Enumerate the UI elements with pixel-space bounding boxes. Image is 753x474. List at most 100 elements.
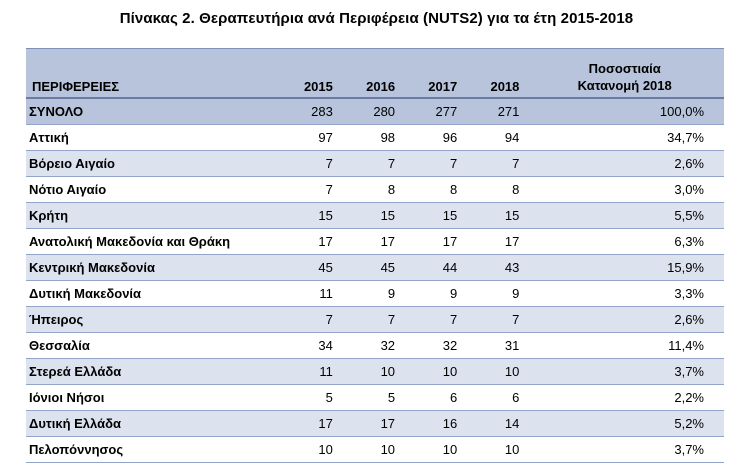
value-2018-cell: 14 — [463, 410, 526, 437]
region-cell: ΣΥΝΟΛΟ — [26, 98, 277, 125]
value-2018-cell: 43 — [463, 254, 526, 281]
percentage-cell: 2,6% — [525, 150, 724, 177]
value-2018-cell: 10 — [463, 358, 526, 385]
value-2017-cell: 10 — [401, 436, 464, 463]
table-row: Στερεά Ελλάδα 11 10 10 10 3,7% — [26, 358, 724, 385]
value-2016-cell: 32 — [338, 332, 402, 359]
value-2016-cell: 7 — [338, 150, 402, 177]
value-2015-cell: 5 — [276, 384, 339, 411]
header-percentage-line1: Ποσοστιαία — [588, 61, 661, 76]
percentage-cell: 5,5% — [525, 202, 724, 229]
percentage-cell: 100,0% — [525, 98, 724, 125]
value-2015-cell: 7 — [276, 150, 339, 177]
value-2018-cell: 17 — [463, 228, 526, 255]
table-row: Κρήτη 15 15 15 15 5,5% — [26, 202, 724, 229]
value-2015-cell: 97 — [276, 124, 339, 151]
value-2018-cell: 7 — [463, 150, 526, 177]
percentage-cell: 3,7% — [525, 358, 724, 385]
facilities-table: ΠΕΡΙΦΕΡΕΙΕΣ 2015 2016 2017 2018 Ποσοστια… — [26, 48, 724, 463]
value-2016-cell: 9 — [338, 280, 402, 307]
region-cell: Ιόνιοι Νήσοι — [26, 384, 277, 411]
percentage-cell: 15,9% — [525, 254, 724, 281]
value-2016-cell: 7 — [338, 306, 402, 333]
header-region: ΠΕΡΙΦΕΡΕΙΕΣ — [26, 48, 277, 99]
table-row: ΣΥΝΟΛΟ 283 280 277 271 100,0% — [26, 98, 724, 125]
value-2015-cell: 15 — [276, 202, 339, 229]
value-2015-cell: 7 — [276, 306, 339, 333]
value-2017-cell: 16 — [401, 410, 464, 437]
percentage-cell: 3,0% — [525, 176, 724, 203]
value-2016-cell: 10 — [338, 436, 402, 463]
table-row: Κεντρική Μακεδονία 45 45 44 43 15,9% — [26, 254, 724, 281]
value-2017-cell: 17 — [401, 228, 464, 255]
value-2017-cell: 96 — [401, 124, 464, 151]
value-2018-cell: 8 — [463, 176, 526, 203]
table-row: Θεσσαλία 34 32 32 31 11,4% — [26, 332, 724, 359]
value-2015-cell: 17 — [276, 228, 339, 255]
value-2017-cell: 277 — [401, 98, 464, 125]
value-2015-cell: 283 — [276, 98, 339, 125]
region-cell: Ανατολική Μακεδονία και Θράκη — [26, 228, 277, 255]
value-2017-cell: 7 — [401, 306, 464, 333]
table-row: Αττική 97 98 96 94 34,7% — [26, 124, 724, 151]
region-cell: Δυτική Μακεδονία — [26, 280, 277, 307]
value-2018-cell: 15 — [463, 202, 526, 229]
header-percentage-line2: Κατανομή 2018 — [577, 78, 672, 93]
region-cell: Πελοπόννησος — [26, 436, 277, 463]
value-2017-cell: 9 — [401, 280, 464, 307]
value-2016-cell: 17 — [338, 410, 402, 437]
percentage-cell: 3,3% — [525, 280, 724, 307]
percentage-cell: 34,7% — [525, 124, 724, 151]
header-percentage: Ποσοστιαία Κατανομή 2018 — [525, 48, 724, 99]
region-cell: Κεντρική Μακεδονία — [26, 254, 277, 281]
table-row: Βόρειο Αιγαίο 7 7 7 7 2,6% — [26, 150, 724, 177]
header-year-2018: 2018 — [463, 48, 526, 99]
value-2015-cell: 11 — [276, 280, 339, 307]
table-row: Ανατολική Μακεδονία και Θράκη 17 17 17 17 6,3… — [26, 228, 724, 255]
value-2018-cell: 271 — [463, 98, 526, 125]
header-year-2016: 2016 — [338, 48, 402, 99]
percentage-cell: 11,4% — [525, 332, 724, 359]
value-2017-cell: 6 — [401, 384, 464, 411]
region-cell: Θεσσαλία — [26, 332, 277, 359]
region-cell: Ήπειρος — [26, 306, 277, 333]
value-2017-cell: 7 — [401, 150, 464, 177]
value-2018-cell: 94 — [463, 124, 526, 151]
percentage-cell: 2,6% — [525, 306, 724, 333]
value-2015-cell: 34 — [276, 332, 339, 359]
value-2018-cell: 9 — [463, 280, 526, 307]
value-2015-cell: 17 — [276, 410, 339, 437]
value-2017-cell: 15 — [401, 202, 464, 229]
value-2016-cell: 17 — [338, 228, 402, 255]
percentage-cell: 3,7% — [525, 436, 724, 463]
value-2015-cell: 45 — [276, 254, 339, 281]
value-2018-cell: 6 — [463, 384, 526, 411]
table-row: Δυτική Ελλάδα 17 17 16 14 5,2% — [26, 410, 724, 437]
value-2016-cell: 45 — [338, 254, 402, 281]
value-2016-cell: 98 — [338, 124, 402, 151]
region-cell: Κρήτη — [26, 202, 277, 229]
value-2016-cell: 8 — [338, 176, 402, 203]
header-year-2017: 2017 — [401, 48, 464, 99]
value-2017-cell: 44 — [401, 254, 464, 281]
table-row: Ιόνιοι Νήσοι 5 5 6 6 2,2% — [26, 384, 724, 411]
value-2018-cell: 31 — [463, 332, 526, 359]
table-title: Πίνακας 2. Θεραπευτήρια ανά Περιφέρεια (… — [119, 10, 634, 27]
table-row: Πελοπόννησος 10 10 10 10 3,7% — [26, 436, 724, 463]
value-2017-cell: 32 — [401, 332, 464, 359]
value-2017-cell: 10 — [401, 358, 464, 385]
percentage-cell: 6,3% — [525, 228, 724, 255]
region-cell: Δυτική Ελλάδα — [26, 410, 277, 437]
table-row: Ήπειρος 7 7 7 7 2,6% — [26, 306, 724, 333]
table-header-row: ΠΕΡΙΦΕΡΕΙΕΣ 2015 2016 2017 2018 Ποσοστια… — [26, 48, 724, 99]
value-2016-cell: 5 — [338, 384, 402, 411]
region-cell: Στερεά Ελλάδα — [26, 358, 277, 385]
value-2015-cell: 10 — [276, 436, 339, 463]
value-2016-cell: 10 — [338, 358, 402, 385]
region-cell: Νότιο Αιγαίο — [26, 176, 277, 203]
value-2015-cell: 11 — [276, 358, 339, 385]
table-row: Δυτική Μακεδονία 11 9 9 9 3,3% — [26, 280, 724, 307]
value-2018-cell: 10 — [463, 436, 526, 463]
value-2015-cell: 7 — [276, 176, 339, 203]
percentage-cell: 2,2% — [525, 384, 724, 411]
